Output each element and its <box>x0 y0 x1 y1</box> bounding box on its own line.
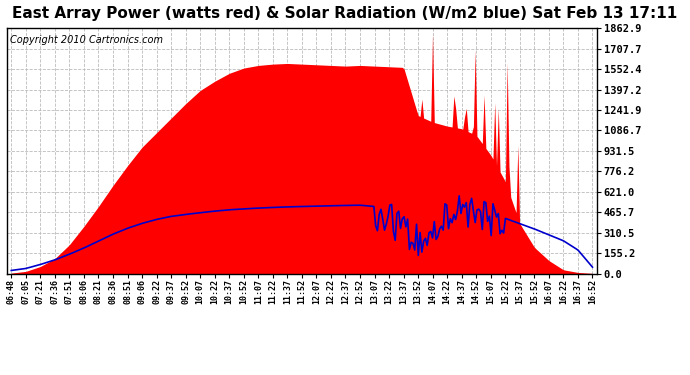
Text: Copyright 2010 Cartronics.com: Copyright 2010 Cartronics.com <box>10 36 163 45</box>
Text: East Array Power (watts red) & Solar Radiation (W/m2 blue) Sat Feb 13 17:11: East Array Power (watts red) & Solar Rad… <box>12 6 678 21</box>
